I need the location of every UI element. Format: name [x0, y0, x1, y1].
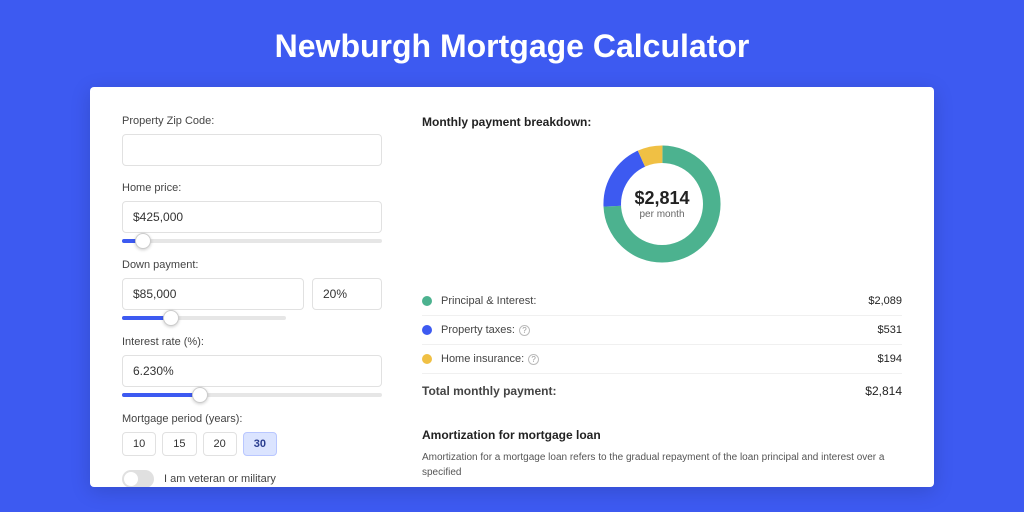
total-amount: $2,814 — [865, 384, 902, 398]
breakdown-heading: Monthly payment breakdown: — [422, 115, 902, 129]
donut-sub: per month — [639, 209, 684, 220]
breakdown-panel: Monthly payment breakdown: $2,814 per mo… — [422, 115, 902, 487]
legend-label-insurance-text: Home insurance: — [441, 353, 524, 365]
info-icon[interactable]: ? — [528, 354, 539, 365]
home-price-input[interactable] — [122, 201, 382, 233]
veteran-label: I am veteran or military — [164, 473, 276, 485]
form-panel: Property Zip Code: Home price: Down paym… — [122, 115, 382, 487]
down-payment-field: Down payment: — [122, 259, 382, 320]
legend-label-taxes: Property taxes: ? — [441, 324, 878, 336]
legend-label-insurance: Home insurance: ? — [441, 353, 878, 365]
donut-center: $2,814 per month — [621, 163, 703, 245]
donut-chart: $2,814 per month — [597, 139, 727, 269]
interest-slider-fill — [122, 393, 200, 397]
period-btn-30[interactable]: 30 — [243, 432, 277, 456]
donut-chart-wrap: $2,814 per month — [422, 139, 902, 269]
donut-amount: $2,814 — [634, 188, 689, 209]
home-price-slider-thumb[interactable] — [135, 233, 151, 249]
legend-dot-insurance — [422, 354, 432, 364]
period-btn-20[interactable]: 20 — [203, 432, 237, 456]
total-row: Total monthly payment: $2,814 — [422, 374, 902, 414]
down-payment-slider-thumb[interactable] — [163, 310, 179, 326]
down-payment-label: Down payment: — [122, 259, 382, 271]
interest-field: Interest rate (%): — [122, 336, 382, 397]
interest-slider-thumb[interactable] — [192, 387, 208, 403]
home-price-field: Home price: — [122, 182, 382, 243]
legend-val-principal: $2,089 — [868, 295, 902, 307]
legend-val-insurance: $194 — [878, 353, 902, 365]
period-btn-10[interactable]: 10 — [122, 432, 156, 456]
period-button-group: 10 15 20 30 — [122, 432, 382, 456]
interest-slider[interactable] — [122, 393, 382, 397]
total-label: Total monthly payment: — [422, 384, 865, 398]
amortization-heading: Amortization for mortgage loan — [422, 428, 902, 442]
legend-label-taxes-text: Property taxes: — [441, 324, 515, 336]
legend-row-principal: Principal & Interest: $2,089 — [422, 287, 902, 316]
page-title: Newburgh Mortgage Calculator — [0, 0, 1024, 87]
veteran-toggle[interactable] — [122, 470, 154, 487]
home-price-slider[interactable] — [122, 239, 382, 243]
zip-label: Property Zip Code: — [122, 115, 382, 127]
legend-row-insurance: Home insurance: ? $194 — [422, 345, 902, 374]
info-icon[interactable]: ? — [519, 325, 530, 336]
down-payment-slider[interactable] — [122, 316, 286, 320]
zip-field: Property Zip Code: — [122, 115, 382, 166]
period-field: Mortgage period (years): 10 15 20 30 — [122, 413, 382, 456]
zip-input[interactable] — [122, 134, 382, 166]
interest-label: Interest rate (%): — [122, 336, 382, 348]
legend-row-taxes: Property taxes: ? $531 — [422, 316, 902, 345]
down-payment-amount-input[interactable] — [122, 278, 304, 310]
legend-dot-taxes — [422, 325, 432, 335]
down-payment-percent-input[interactable] — [312, 278, 382, 310]
home-price-label: Home price: — [122, 182, 382, 194]
amortization-text: Amortization for a mortgage loan refers … — [422, 450, 902, 480]
period-label: Mortgage period (years): — [122, 413, 382, 425]
interest-input[interactable] — [122, 355, 382, 387]
period-btn-15[interactable]: 15 — [162, 432, 196, 456]
legend-dot-principal — [422, 296, 432, 306]
legend-val-taxes: $531 — [878, 324, 902, 336]
calculator-card: Property Zip Code: Home price: Down paym… — [90, 87, 934, 487]
veteran-row: I am veteran or military — [122, 470, 382, 487]
legend-label-principal: Principal & Interest: — [441, 295, 868, 307]
